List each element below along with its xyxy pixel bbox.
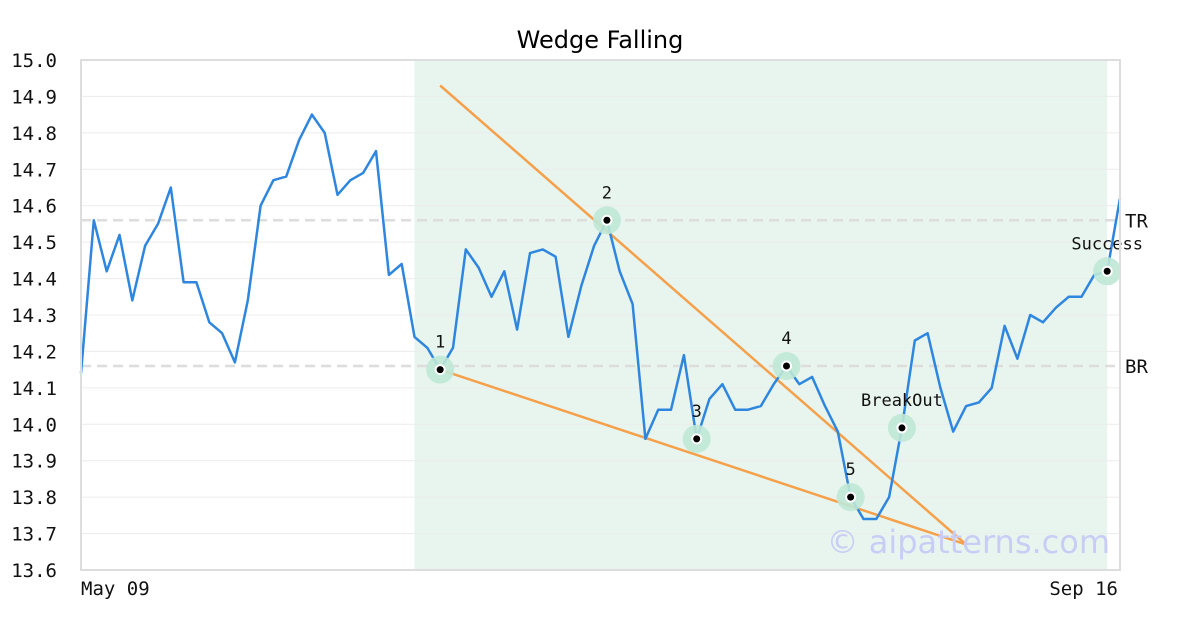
point-dot-4 [782, 362, 790, 370]
price-series-line [79, 113, 1122, 521]
y-tick-label: 15.0 [11, 50, 57, 72]
chart-title: Wedge Falling [517, 26, 684, 54]
y-tick-label: 14.6 [11, 196, 57, 218]
point-label-breakout: BreakOut [861, 391, 943, 411]
trendline-upper [439, 84, 967, 546]
y-tick-label: 14.0 [11, 414, 57, 436]
point-dot-1 [436, 366, 444, 374]
y-tick-label: 13.7 [11, 524, 57, 546]
x-axis-ticks: May 09 Sep 16 [81, 578, 1118, 600]
point-dot-2 [603, 216, 611, 224]
watermark: © aipatterns.com [827, 523, 1110, 561]
x-tick-label: May 09 [81, 578, 150, 600]
y-axis-ticks: 15.0 14.9 14.8 14.7 14.6 14.5 14.4 14.3 14.2 14.1… [11, 50, 57, 582]
point-label-success: Success [1071, 234, 1143, 254]
y-tick-label: 13.9 [11, 451, 57, 473]
point-label-3: 3 [692, 402, 702, 422]
level-label-tr: TR [1125, 210, 1148, 232]
y-tick-label: 14.1 [11, 378, 57, 400]
point-dot-breakout [898, 424, 906, 432]
y-tick-label: 14.3 [11, 305, 57, 327]
y-tick-label: 14.5 [11, 232, 57, 254]
point-label-4: 4 [781, 329, 791, 349]
point-label-5: 5 [846, 460, 856, 480]
point-dot-5 [847, 493, 855, 501]
y-tick-label: 13.6 [11, 560, 57, 582]
y-tick-label: 14.4 [11, 269, 57, 291]
y-tick-label: 14.8 [11, 123, 57, 145]
point-label-1: 1 [435, 333, 445, 353]
point-dot-3 [693, 435, 701, 443]
pattern-point-markers: 1 2 3 4 5 BreakOut Success [426, 183, 1143, 512]
y-tick-label: 14.7 [11, 159, 57, 181]
y-tick-label: 14.9 [11, 86, 57, 108]
y-tick-label: 13.8 [11, 487, 57, 509]
plot-frame [80, 59, 1121, 571]
point-label-2: 2 [602, 183, 612, 203]
level-label-br: BR [1125, 356, 1148, 378]
y-tick-label: 14.2 [11, 341, 57, 363]
point-dot-success [1103, 267, 1111, 275]
x-tick-label: Sep 16 [1049, 578, 1118, 600]
